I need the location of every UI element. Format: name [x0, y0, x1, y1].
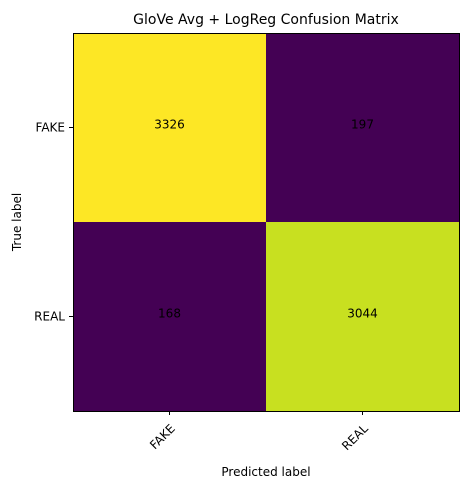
y-tick-label: FAKE [36, 121, 65, 135]
x-axis-ticks: FAKE REAL [147, 411, 371, 453]
x-tick-label: REAL [339, 421, 371, 453]
cell-value-label: 3326 [154, 118, 185, 132]
x-tick-label: FAKE [147, 421, 178, 452]
heatmap-cell [73, 33, 266, 222]
chart-title: GloVe Avg + LogReg Confusion Matrix [133, 12, 399, 28]
cell-value-label: 3044 [347, 307, 378, 321]
matrix-cells [73, 33, 459, 411]
x-axis-label: Predicted label [221, 465, 310, 479]
y-axis-ticks: FAKE REAL [34, 121, 73, 324]
cell-value-label: 197 [351, 118, 374, 132]
heatmap-cell [266, 33, 459, 222]
y-tick-label: REAL [34, 310, 65, 324]
heatmap-cell [266, 222, 459, 411]
cell-value-labels: 3326 197 168 3044 [154, 118, 378, 321]
cell-value-label: 168 [158, 307, 181, 321]
plot-frame [73, 33, 460, 412]
heatmap-cell [73, 222, 266, 411]
y-axis-label: True label [10, 193, 24, 252]
